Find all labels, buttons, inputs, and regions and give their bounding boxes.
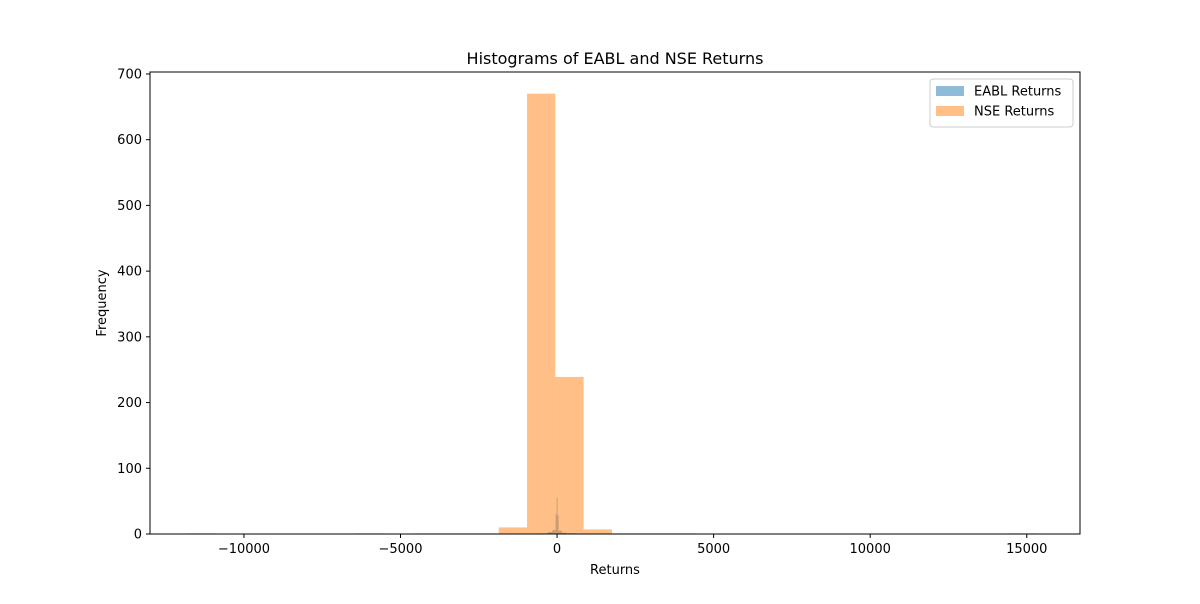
y-tick-label: 600 <box>117 133 142 148</box>
legend-box <box>929 78 1074 128</box>
y-axis-label: Frequency <box>95 269 110 336</box>
x-tick-label: 10000 <box>850 542 891 557</box>
chart-title: Histograms of EABL and NSE Returns <box>467 49 764 68</box>
y-tick-label: 100 <box>117 462 142 477</box>
legend-label-nse: NSE Returns <box>974 105 1054 120</box>
histogram-bar-nse-13 <box>555 376 584 534</box>
y-tick-label: 700 <box>117 67 142 82</box>
histogram-bar-nse-14 <box>583 529 612 534</box>
y-tick-label: 200 <box>117 396 142 411</box>
y-tick-label: 400 <box>117 265 142 280</box>
y-tick-label: 500 <box>117 199 142 214</box>
legend-label-eabl: EABL Returns <box>974 85 1062 100</box>
x-axis-label: Returns <box>590 563 640 578</box>
y-axis: 0 100 200 300 400 500 600 700 <box>117 67 150 543</box>
x-tick-label: 5000 <box>697 542 730 557</box>
legend: EABL Returns NSE Returns <box>929 78 1074 128</box>
histogram-bar-nse-11 <box>498 527 528 534</box>
x-tick-label: 0 <box>553 542 561 557</box>
bars-layer <box>187 93 1037 534</box>
y-tick-label: 300 <box>117 330 142 345</box>
x-tick-label: −10000 <box>218 542 270 557</box>
legend-swatch-nse <box>936 106 964 116</box>
x-tick-label: 15000 <box>1006 542 1047 557</box>
y-tick-label: 0 <box>134 528 142 543</box>
x-tick-label: −5000 <box>379 542 423 557</box>
legend-swatch-eabl <box>936 86 964 96</box>
x-axis: −10000 −5000 0 5000 10000 15000 <box>218 534 1047 557</box>
plot-frame <box>149 71 1081 535</box>
histogram-bar-nse-12 <box>527 93 556 534</box>
